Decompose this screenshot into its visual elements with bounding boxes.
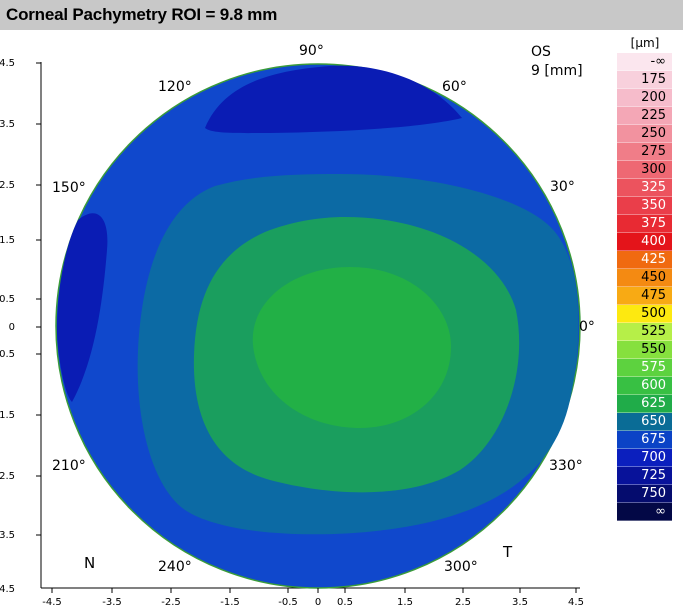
legend-row: 675 — [617, 431, 672, 449]
angle-label-90: 90° — [299, 43, 324, 59]
angle-label-240: 240° — [158, 559, 192, 575]
legend-row: 300 — [617, 161, 672, 179]
legend-row: 425 — [617, 251, 672, 269]
angle-label-300: 300° — [444, 559, 478, 575]
y-tick: 0 — [9, 322, 15, 333]
eye-label: OS — [531, 44, 551, 60]
legend-row: 450 — [617, 269, 672, 287]
angle-label-60: 60° — [442, 79, 467, 95]
legend-unit: [µm] — [630, 36, 660, 50]
x-tick: 4.5 — [568, 597, 584, 608]
y-tick-marks — [36, 62, 41, 536]
legend-row: 375 — [617, 215, 672, 233]
legend-row: 200 — [617, 89, 672, 107]
legend-row: 600 — [617, 377, 672, 395]
x-tick: 0.5 — [337, 597, 353, 608]
map-disc — [55, 63, 581, 589]
x-axis-ticks: -4.5 -3.5 -2.5 -1.5 -0.5 0 0.5 1.5 2.5 3… — [42, 597, 584, 608]
x-tick: -3.5 — [102, 597, 122, 608]
page-title: Corneal Pachymetry ROI = 9.8 mm — [6, 5, 278, 24]
y-tick: 1.5 — [0, 410, 15, 421]
legend-row: 275 — [617, 143, 672, 161]
x-tick: -0.5 — [278, 597, 298, 608]
angle-label-120: 120° — [158, 79, 192, 95]
legend-row: 250 — [617, 125, 672, 143]
legend-row: 225 — [617, 107, 672, 125]
zone-thin-left — [57, 213, 108, 402]
legend-row: 700 — [617, 449, 672, 467]
x-tick: 3.5 — [512, 597, 528, 608]
legend-row: 550 — [617, 341, 672, 359]
legend-row: -∞ — [617, 53, 672, 71]
legend-row: 650 — [617, 413, 672, 431]
x-tick: -4.5 — [42, 597, 62, 608]
angle-label-210: 210° — [52, 458, 86, 474]
legend-row: 575 — [617, 359, 672, 377]
x-tick: -1.5 — [220, 597, 240, 608]
x-tick: 2.5 — [455, 597, 471, 608]
y-tick: 2.5 — [0, 471, 15, 482]
legend-row: 350 — [617, 197, 672, 215]
x-tick: -2.5 — [161, 597, 181, 608]
y-tick: 3.5 — [0, 530, 15, 541]
zone-thin-top — [205, 65, 462, 134]
temporal-label: T — [502, 543, 513, 561]
legend-row: 625 — [617, 395, 672, 413]
angle-label-30: 30° — [550, 179, 575, 195]
nasal-label: N — [84, 554, 95, 572]
x-tick-marks — [51, 588, 577, 593]
x-tick: 1.5 — [397, 597, 413, 608]
y-tick: 4.5 — [0, 584, 15, 595]
zone-625-center — [252, 267, 452, 428]
legend-row: 400 — [617, 233, 672, 251]
y-tick: 1.5 — [0, 235, 15, 246]
legend-row: 500 — [617, 305, 672, 323]
x-tick: 0 — [315, 597, 321, 608]
legend-row: 725 — [617, 467, 672, 485]
angle-label-150: 150° — [52, 180, 86, 196]
y-tick: 4.5 — [0, 58, 15, 69]
legend-row: ∞ — [617, 503, 672, 521]
angle-label-330: 330° — [549, 458, 583, 474]
legend-row: 175 — [617, 71, 672, 89]
angle-label-0: 0° — [579, 319, 595, 335]
y-tick: 2.5 — [0, 180, 15, 191]
title-bar: Corneal Pachymetry ROI = 9.8 mm — [0, 0, 683, 30]
y-tick: 0.5 — [0, 349, 15, 360]
legend-row: 325 — [617, 179, 672, 197]
diameter-label: 9 [mm] — [531, 63, 583, 79]
legend-row: 525 — [617, 323, 672, 341]
y-axis-ticks: 4.5 3.5 2.5 1.5 0.5 0 0.5 1.5 2.5 3.5 4.… — [0, 58, 15, 595]
angle-labels: 90° 60° 30° 0° 330° 300° 240° 210° 150° … — [52, 43, 595, 575]
legend-row: 750 — [617, 485, 672, 503]
legend-row: 475 — [617, 287, 672, 305]
y-tick: 0.5 — [0, 294, 15, 305]
y-tick: 3.5 — [0, 119, 15, 130]
color-legend: -∞ 175 200 225 250 275 300 325 350 375 400 425 450 47… — [617, 53, 672, 521]
